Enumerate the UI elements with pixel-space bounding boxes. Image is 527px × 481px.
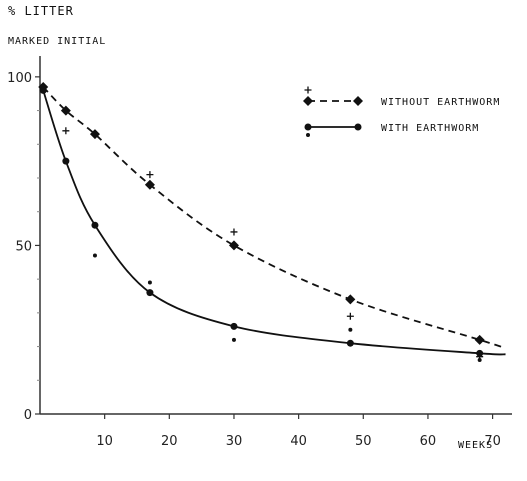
tick-labels: 0 50 100 10 20 30 40 50 60 70 bbox=[7, 71, 501, 449]
y-tick-label: 50 bbox=[15, 239, 32, 254]
data-point-without bbox=[144, 179, 155, 190]
replicate-point-with bbox=[348, 327, 353, 332]
data-point-with bbox=[230, 322, 238, 330]
replicate-point-without bbox=[146, 171, 154, 179]
legend-label: WITH EARTHWORM bbox=[381, 123, 479, 134]
series-line-with-earthworm bbox=[42, 90, 506, 356]
series-curves bbox=[42, 86, 506, 356]
y-axis-label-line1: % LITTER bbox=[8, 4, 74, 18]
data-point-without bbox=[345, 294, 356, 305]
data-point-with bbox=[146, 289, 154, 297]
series-line-without-earthworm bbox=[42, 86, 506, 350]
data-point-with bbox=[62, 157, 70, 165]
replicate-point-with bbox=[477, 358, 482, 363]
y-tick-label: 0 bbox=[24, 408, 32, 423]
legend-marker bbox=[353, 96, 363, 106]
data-point-with bbox=[91, 221, 99, 229]
data-point-without bbox=[474, 334, 485, 345]
x-tick-label: 30 bbox=[226, 434, 243, 449]
y-tick-label: 100 bbox=[7, 71, 32, 86]
replicate-point-with bbox=[231, 337, 236, 342]
legend-replicate-marker bbox=[306, 133, 310, 137]
replicate-point-without bbox=[346, 312, 354, 320]
data-point-without bbox=[60, 105, 71, 116]
x-tick-label: 20 bbox=[161, 434, 178, 449]
axes bbox=[35, 56, 512, 419]
x-tick-label: 50 bbox=[355, 434, 372, 449]
data-point-without bbox=[228, 240, 239, 251]
legend: WITHOUT EARTHWORM WITH EARTHWORM bbox=[303, 86, 500, 137]
x-tick-label: 70 bbox=[484, 434, 501, 449]
data-point-with bbox=[476, 349, 484, 357]
replicate-point-without bbox=[230, 228, 238, 236]
legend-marker bbox=[354, 123, 362, 131]
data-point-with bbox=[39, 86, 47, 94]
x-tick-label: 60 bbox=[420, 434, 437, 449]
legend-marker bbox=[303, 96, 313, 106]
x-tick-label: 10 bbox=[96, 434, 113, 449]
legend-label: WITHOUT EARTHWORM bbox=[381, 97, 500, 108]
legend-replicate-marker bbox=[304, 86, 312, 94]
replicate-point-with bbox=[92, 253, 97, 258]
data-point-with bbox=[346, 339, 354, 347]
series-markers bbox=[38, 81, 485, 363]
replicate-point-with bbox=[147, 280, 152, 285]
legend-marker bbox=[304, 123, 312, 131]
replicate-point-without bbox=[62, 127, 70, 135]
data-point-without bbox=[89, 129, 100, 140]
x-tick-label: 40 bbox=[290, 434, 307, 449]
x-axis-label: WEEKS bbox=[458, 440, 494, 451]
y-axis-label-line2: MARKED INITIAL bbox=[8, 36, 107, 47]
